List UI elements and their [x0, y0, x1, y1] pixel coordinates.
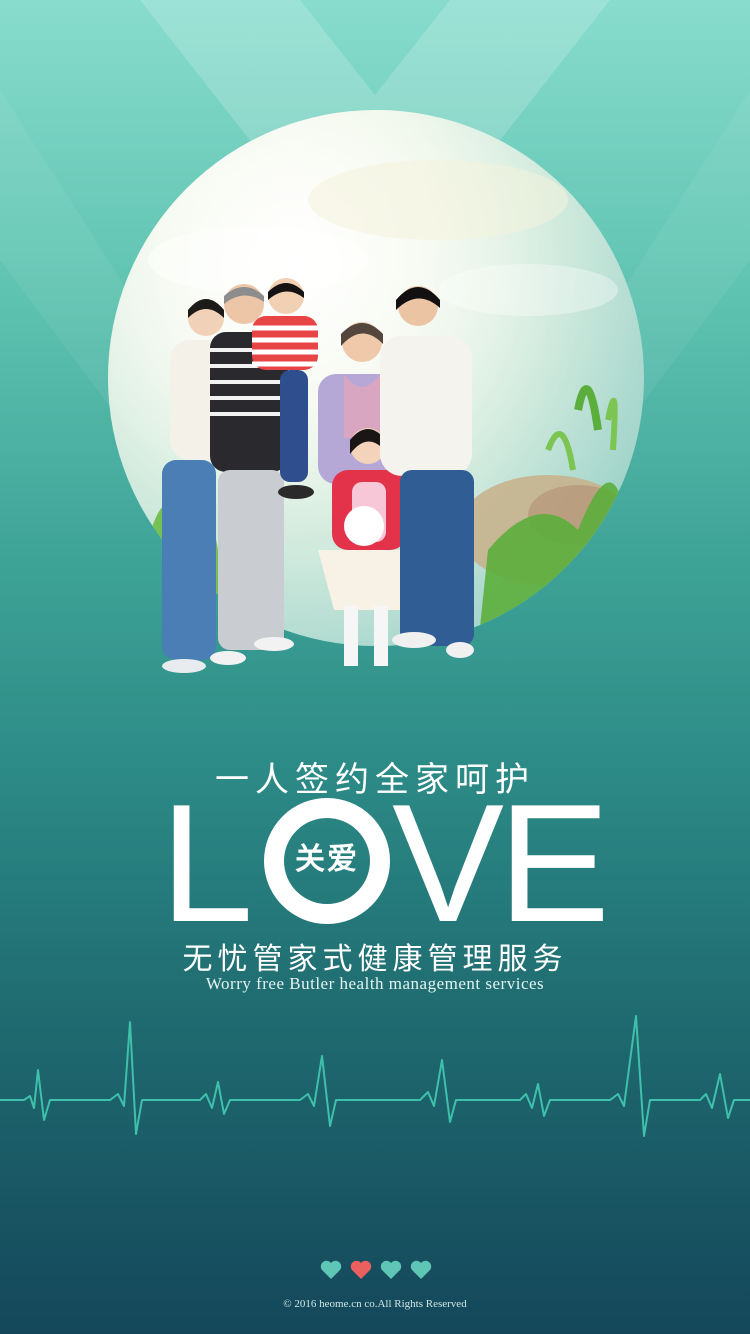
child-figure [252, 278, 318, 499]
family-photo [162, 278, 474, 673]
copyright-footer: © 2016 heome.cn co.All Rights Reserved [283, 1298, 467, 1310]
love-letter-e: E [498, 769, 611, 957]
heart-icon[interactable] [380, 1260, 402, 1280]
service-title-cn: 无忧管家式健康管理服务 [182, 942, 568, 977]
love-logo: L 关爱 V E [160, 769, 610, 957]
love-letter-l: L [160, 769, 254, 957]
father-figure [380, 286, 474, 658]
tagline: 一人签约全家呵护 [215, 760, 535, 800]
service-title-en: Worry free Butler health management serv… [205, 974, 545, 993]
love-center-text: 关爱 [295, 842, 359, 877]
heart-icon-active[interactable] [350, 1260, 372, 1280]
love-letter-v: V [392, 769, 505, 957]
heart-icon[interactable] [410, 1260, 432, 1280]
heart-icon[interactable] [320, 1260, 342, 1280]
page-indicator [320, 1258, 432, 1282]
girl-figure [318, 428, 420, 666]
heartbeat-line [0, 1015, 750, 1137]
